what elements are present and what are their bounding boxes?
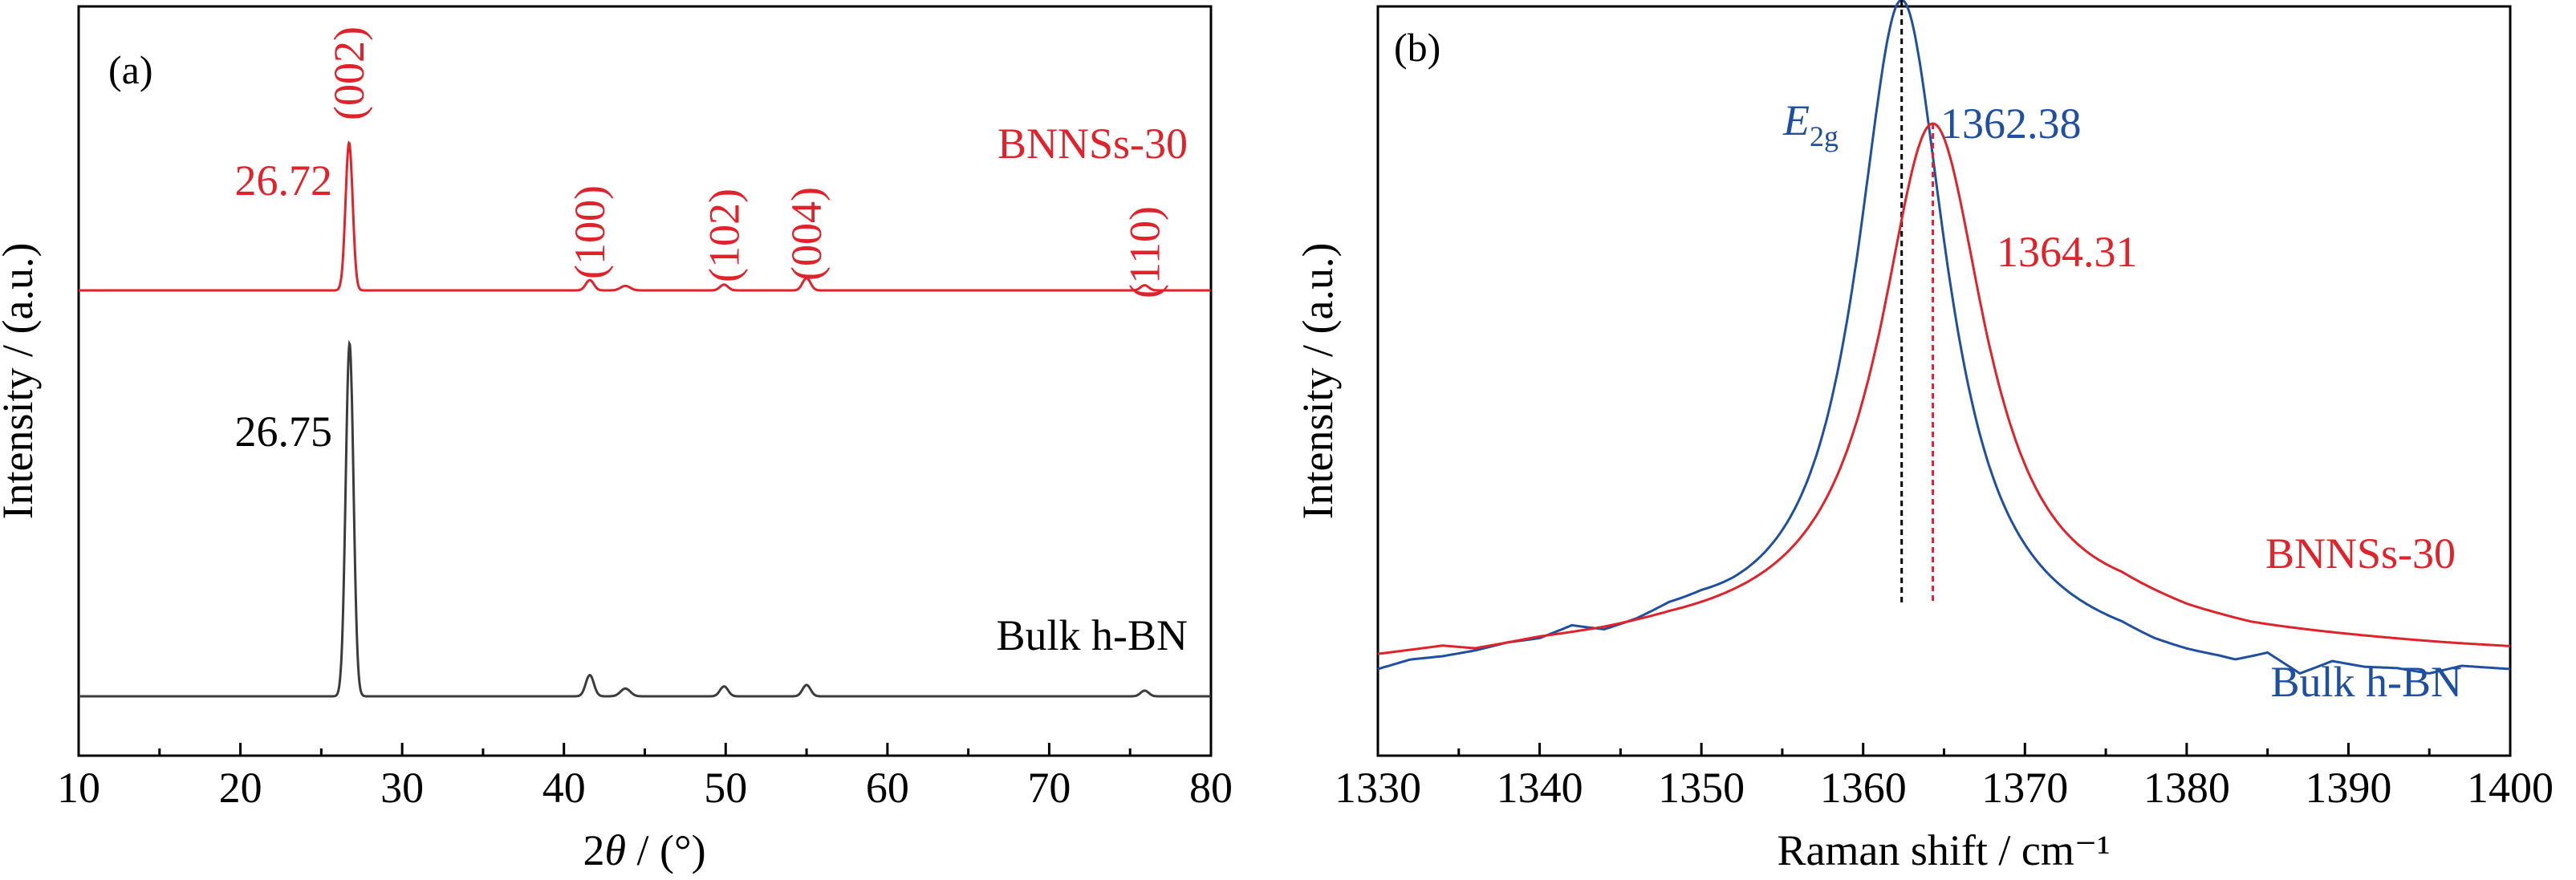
panel-label-b: (b) bbox=[1394, 25, 1440, 70]
raman-curves bbox=[1377, 0, 2511, 675]
x-tick-label-a: 10 bbox=[57, 764, 100, 812]
x-axis-b-ticks: 1330 1340 1350 1360 1370 1380 1390 1400 bbox=[1335, 743, 2554, 812]
x-tick-label-a: 60 bbox=[866, 764, 909, 812]
legend-label-bnnss-b: BNNSs-30 bbox=[2265, 529, 2456, 578]
x-tick-label-a: 20 bbox=[219, 764, 262, 812]
x-tick-label-a: 50 bbox=[704, 764, 747, 812]
reflection-label: (110) bbox=[1120, 206, 1168, 298]
x-tick-label-b: 1380 bbox=[2143, 764, 2230, 812]
reflection-label: (004) bbox=[782, 187, 831, 281]
peak-label-bnnss-b: 1364.31 bbox=[1997, 228, 2138, 276]
reflection-label: (002) bbox=[325, 26, 373, 120]
legend-label-bnnss-a: BNNSs-30 bbox=[997, 120, 1188, 168]
raman-series-line bbox=[1377, 122, 2511, 655]
peak-label-bnnss-a: 26.72 bbox=[235, 156, 333, 205]
panel-label-a: (a) bbox=[108, 47, 153, 92]
x-tick-label-b: 1360 bbox=[1820, 764, 1907, 812]
x-axis-label-a: 2θ / (°) bbox=[583, 826, 705, 874]
reflection-labels: (002) (100) (102) (004) (110) bbox=[325, 26, 1168, 298]
x-tick-label-b: 1370 bbox=[1981, 764, 2068, 812]
x-tick-label-a: 30 bbox=[380, 764, 424, 812]
legend-label-bulk-a: Bulk h-BN bbox=[996, 611, 1188, 659]
xrd-series-line bbox=[79, 140, 1211, 292]
reflection-label: (102) bbox=[700, 189, 748, 282]
reflection-label: (100) bbox=[566, 185, 614, 279]
xrd-series-line bbox=[79, 339, 1211, 698]
x-tick-label-b: 1330 bbox=[1335, 764, 1421, 812]
x-tick-label-b: 1350 bbox=[1658, 764, 1745, 812]
mode-label-e2g: E2g bbox=[1782, 96, 1839, 152]
x-tick-label-b: 1400 bbox=[2467, 764, 2554, 812]
x-axis-a-ticks: 10 20 30 40 50 60 70 80 bbox=[57, 743, 1233, 812]
raman-series-line bbox=[1377, 0, 2511, 675]
peak-label-bulk-b: 1362.38 bbox=[1940, 99, 2082, 148]
x-tick-label-b: 1390 bbox=[2305, 764, 2391, 812]
x-axis-label-b: Raman shift / cm⁻¹ bbox=[1777, 826, 2110, 874]
x-tick-label-a: 40 bbox=[542, 764, 586, 812]
xrd-curves bbox=[79, 140, 1211, 698]
x-tick-label-b: 1340 bbox=[1497, 764, 1583, 812]
y-axis-label-a: Intensity / (a.u.) bbox=[0, 243, 42, 520]
peak-label-bulk-a: 26.75 bbox=[235, 408, 333, 456]
x-tick-label-a: 80 bbox=[1189, 764, 1233, 812]
x-tick-label-a: 70 bbox=[1027, 764, 1071, 812]
panel-b-raman: 1330 1340 1350 1360 1370 1380 1390 1400 (b) Int… bbox=[1294, 0, 2554, 874]
y-axis-label-b: Intensity / (a.u.) bbox=[1294, 243, 1342, 520]
legend-label-bulk-b: Bulk h-BN bbox=[2270, 658, 2462, 706]
